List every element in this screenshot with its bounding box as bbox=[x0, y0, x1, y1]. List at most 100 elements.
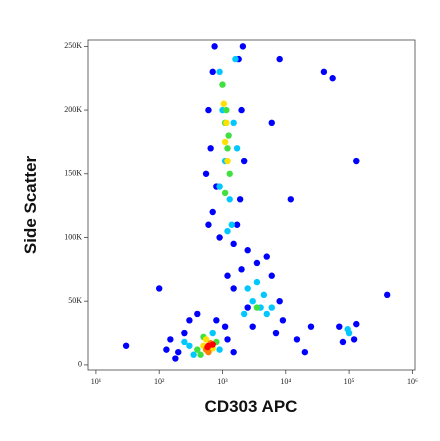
data-point bbox=[181, 338, 188, 346]
data-point bbox=[219, 81, 226, 88]
data-point bbox=[244, 285, 251, 292]
data-point bbox=[213, 317, 220, 324]
data-point bbox=[276, 297, 283, 305]
data-point bbox=[209, 341, 216, 348]
data-point bbox=[249, 323, 256, 330]
data-point bbox=[239, 43, 247, 50]
data-point bbox=[211, 43, 218, 50]
data-point bbox=[221, 323, 229, 330]
y-axis-title: Side Scatter bbox=[21, 155, 40, 254]
data-point bbox=[238, 106, 245, 114]
data-point bbox=[230, 348, 237, 356]
data-point bbox=[225, 132, 232, 139]
data-point bbox=[268, 119, 275, 127]
data-point bbox=[230, 240, 237, 248]
x-axis-title: CD303 APC bbox=[205, 397, 298, 416]
data-point bbox=[238, 266, 245, 273]
x-tick-label: 10² bbox=[154, 377, 165, 386]
data-point bbox=[263, 253, 270, 260]
y-tick-label: 250K bbox=[64, 41, 82, 50]
x-tick-label: 10⁶ bbox=[407, 377, 418, 386]
data-point bbox=[353, 320, 360, 328]
y-tick-label: 0 bbox=[78, 360, 82, 369]
data-point bbox=[205, 106, 212, 114]
data-point bbox=[224, 336, 231, 343]
data-point bbox=[226, 170, 233, 177]
data-point bbox=[272, 329, 280, 337]
data-point bbox=[122, 342, 130, 349]
data-point bbox=[197, 351, 204, 358]
data-point bbox=[253, 304, 261, 311]
data-point bbox=[175, 348, 182, 356]
data-point bbox=[336, 323, 343, 330]
data-point bbox=[260, 291, 268, 299]
y-tick-label: 100K bbox=[64, 232, 82, 241]
data-point bbox=[244, 247, 251, 254]
x-tick-label: 10⁵ bbox=[344, 377, 355, 386]
data-point bbox=[232, 55, 239, 63]
data-point bbox=[287, 196, 295, 203]
data-point bbox=[253, 278, 261, 286]
data-point bbox=[244, 304, 251, 311]
data-point bbox=[186, 317, 193, 324]
data-point bbox=[228, 221, 235, 228]
data-point bbox=[233, 145, 241, 152]
data-point bbox=[383, 291, 391, 299]
data-point bbox=[216, 183, 223, 190]
data-point bbox=[224, 227, 231, 235]
data-point bbox=[194, 346, 201, 353]
data-point bbox=[172, 355, 179, 362]
data-point bbox=[293, 336, 301, 343]
data-point bbox=[216, 346, 223, 353]
data-point bbox=[224, 157, 231, 165]
x-tick-label: 10³ bbox=[217, 377, 228, 386]
data-point bbox=[240, 310, 248, 318]
data-point bbox=[224, 272, 231, 279]
data-point bbox=[339, 338, 347, 346]
x-tick-label: 10⁴ bbox=[280, 377, 291, 386]
data-point bbox=[181, 329, 188, 337]
data-point bbox=[320, 68, 328, 76]
data-point bbox=[226, 196, 233, 203]
data-point bbox=[353, 157, 360, 165]
data-point bbox=[279, 317, 287, 324]
data-point bbox=[205, 348, 212, 356]
data-point bbox=[329, 75, 336, 82]
plot-frame bbox=[87, 39, 416, 371]
y-tick-label: 150K bbox=[64, 169, 82, 178]
x-tick-label: 10¹ bbox=[91, 377, 102, 386]
data-point bbox=[221, 189, 229, 197]
data-point bbox=[230, 119, 237, 127]
data-point bbox=[209, 329, 216, 337]
data-point bbox=[223, 119, 230, 127]
data-point bbox=[220, 100, 228, 107]
data-point bbox=[221, 138, 229, 146]
data-point bbox=[207, 145, 214, 152]
data-point bbox=[194, 310, 201, 318]
data-point bbox=[224, 145, 231, 152]
data-point bbox=[301, 348, 309, 356]
y-tick-label: 200K bbox=[64, 105, 82, 114]
data-point bbox=[202, 170, 210, 177]
data-point bbox=[268, 304, 275, 311]
data-point bbox=[216, 68, 223, 76]
data-point bbox=[263, 310, 270, 318]
data-point bbox=[350, 336, 358, 343]
plot-area bbox=[122, 43, 391, 362]
data-point bbox=[276, 55, 283, 63]
data-point bbox=[156, 285, 163, 292]
data-point bbox=[344, 326, 351, 333]
data-point bbox=[205, 221, 212, 228]
data-point bbox=[307, 323, 315, 330]
data-point bbox=[209, 208, 216, 216]
data-point bbox=[186, 342, 193, 349]
data-point bbox=[190, 351, 197, 358]
data-point bbox=[223, 106, 230, 114]
data-point bbox=[204, 343, 211, 351]
data-point bbox=[249, 297, 256, 305]
data-point bbox=[253, 259, 261, 267]
data-point bbox=[233, 221, 241, 228]
data-point bbox=[202, 336, 210, 343]
